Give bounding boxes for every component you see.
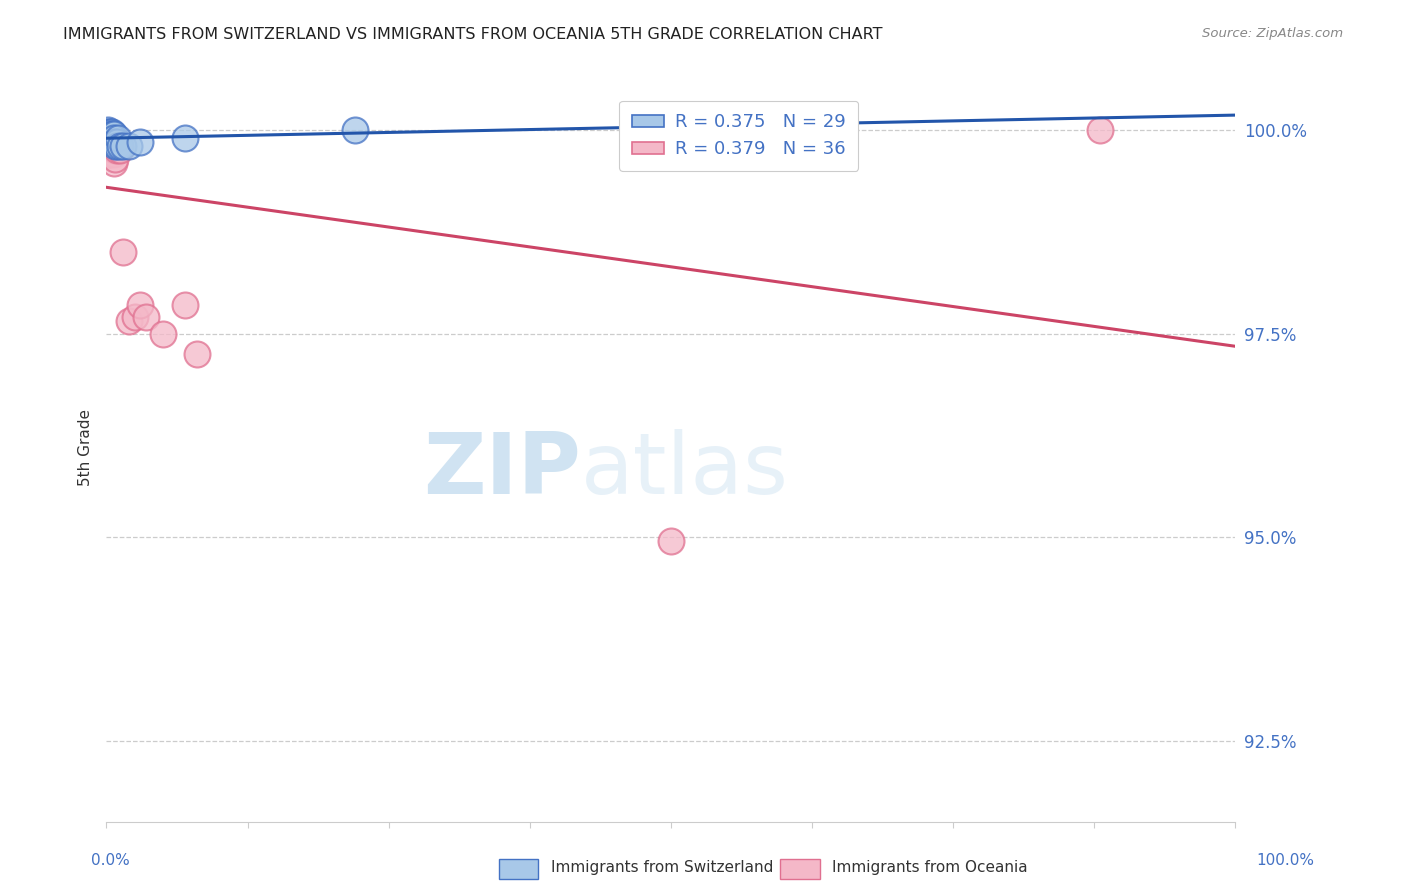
- Text: Immigrants from Oceania: Immigrants from Oceania: [832, 860, 1028, 874]
- Point: [129, 135, 152, 149]
- Point: [103, 127, 125, 141]
- Text: 0.0%: 0.0%: [91, 854, 131, 868]
- Point: [118, 314, 141, 328]
- Point: [103, 155, 125, 169]
- Point: [186, 347, 208, 361]
- Point: [104, 152, 127, 166]
- Point: [659, 534, 682, 549]
- Point: [101, 125, 124, 139]
- Point: [103, 147, 125, 161]
- Y-axis label: 5th Grade: 5th Grade: [79, 409, 93, 486]
- Text: 100.0%: 100.0%: [1257, 854, 1315, 868]
- Text: IMMIGRANTS FROM SWITZERLAND VS IMMIGRANTS FROM OCEANIA 5TH GRADE CORRELATION CHA: IMMIGRANTS FROM SWITZERLAND VS IMMIGRANT…: [63, 27, 883, 42]
- Point: [103, 127, 125, 141]
- Point: [101, 144, 124, 158]
- Point: [103, 131, 125, 145]
- Point: [98, 139, 121, 153]
- Point: [101, 139, 124, 153]
- Point: [129, 298, 152, 312]
- Point: [98, 135, 121, 149]
- Point: [103, 131, 125, 145]
- Point: [101, 131, 124, 145]
- Point: [97, 129, 120, 144]
- Point: [97, 139, 120, 153]
- Point: [174, 298, 197, 312]
- Point: [105, 144, 128, 158]
- Point: [174, 131, 197, 145]
- Point: [100, 144, 122, 158]
- Point: [103, 135, 125, 149]
- Point: [105, 139, 128, 153]
- Point: [104, 144, 127, 158]
- Point: [103, 139, 125, 153]
- Point: [97, 135, 120, 149]
- Point: [124, 310, 146, 325]
- Point: [97, 147, 120, 161]
- Point: [98, 131, 121, 145]
- Point: [107, 139, 129, 153]
- Text: Immigrants from Switzerland: Immigrants from Switzerland: [551, 860, 773, 874]
- Point: [152, 326, 174, 341]
- Point: [104, 135, 127, 149]
- Point: [97, 125, 120, 139]
- Point: [97, 139, 120, 153]
- Point: [97, 147, 120, 161]
- Point: [103, 144, 125, 158]
- Point: [112, 245, 135, 260]
- Point: [97, 127, 120, 141]
- Point: [118, 139, 141, 153]
- Point: [135, 310, 157, 325]
- Point: [100, 127, 122, 141]
- Point: [112, 139, 135, 153]
- Point: [108, 144, 131, 158]
- Text: Source: ZipAtlas.com: Source: ZipAtlas.com: [1202, 27, 1343, 40]
- Legend: R = 0.375   N = 29, R = 0.379   N = 36: R = 0.375 N = 29, R = 0.379 N = 36: [619, 101, 858, 171]
- Point: [98, 127, 121, 141]
- Text: ZIP: ZIP: [423, 429, 581, 512]
- Point: [98, 125, 121, 139]
- Point: [108, 139, 131, 153]
- Point: [97, 131, 120, 145]
- Point: [100, 135, 122, 149]
- Point: [100, 131, 122, 145]
- Point: [107, 131, 129, 145]
- Point: [101, 127, 124, 141]
- Point: [97, 127, 120, 141]
- Point: [100, 139, 122, 153]
- Point: [97, 135, 120, 149]
- Point: [343, 123, 366, 137]
- Point: [1088, 123, 1111, 137]
- Point: [101, 135, 124, 149]
- Point: [97, 123, 120, 137]
- Point: [100, 135, 122, 149]
- Point: [105, 135, 128, 149]
- Point: [98, 147, 121, 161]
- Text: atlas: atlas: [581, 429, 789, 512]
- Point: [104, 139, 127, 153]
